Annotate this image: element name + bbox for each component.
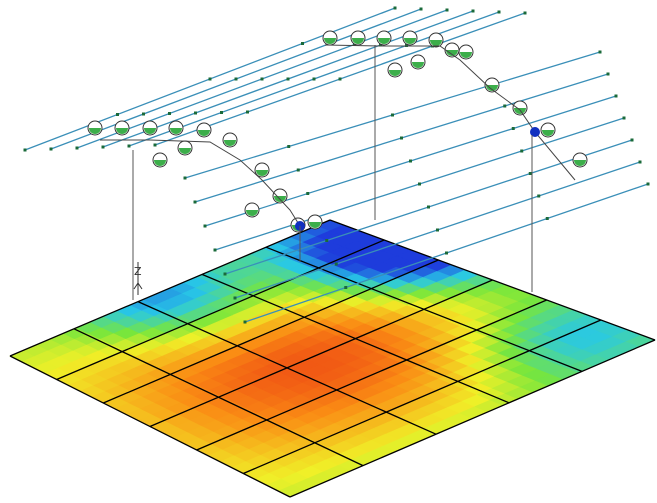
node [116, 113, 119, 116]
node [503, 105, 506, 108]
node [391, 114, 394, 117]
node [472, 10, 475, 13]
node [524, 12, 527, 15]
node [615, 95, 618, 98]
node [647, 183, 650, 186]
node [420, 8, 423, 11]
node [325, 239, 328, 242]
node [418, 183, 421, 186]
node [446, 9, 449, 12]
node [512, 127, 515, 130]
node [546, 217, 549, 220]
node [498, 11, 501, 14]
node [261, 78, 264, 81]
node [168, 112, 171, 115]
node [409, 160, 412, 163]
node [394, 7, 397, 10]
node [220, 111, 223, 114]
node [194, 201, 197, 204]
node [184, 177, 187, 180]
node [436, 229, 439, 232]
node [50, 148, 53, 151]
node [400, 137, 403, 140]
node [128, 145, 131, 148]
node [537, 195, 540, 198]
node [306, 192, 309, 195]
node [623, 117, 626, 120]
node [631, 139, 634, 142]
node [246, 111, 249, 114]
node [209, 78, 212, 81]
node [142, 113, 145, 116]
node [335, 263, 338, 266]
node [520, 150, 523, 153]
node [339, 78, 342, 81]
node [344, 286, 347, 289]
node [445, 252, 448, 255]
node [24, 149, 27, 152]
node [234, 297, 237, 300]
node [607, 73, 610, 76]
node [297, 169, 300, 172]
node [529, 172, 532, 175]
node [194, 112, 197, 115]
node [287, 78, 290, 81]
node [102, 146, 105, 149]
node [599, 51, 602, 54]
node [224, 273, 227, 276]
node [76, 147, 79, 150]
model-view: Z [0, 0, 657, 503]
node [301, 42, 304, 45]
node [204, 225, 207, 228]
node [287, 145, 290, 148]
node [427, 206, 430, 209]
axis-label: Z [134, 265, 142, 278]
node [313, 78, 316, 81]
node [214, 249, 217, 252]
node [244, 321, 247, 324]
node [154, 144, 157, 147]
node [639, 161, 642, 164]
node [235, 78, 238, 81]
